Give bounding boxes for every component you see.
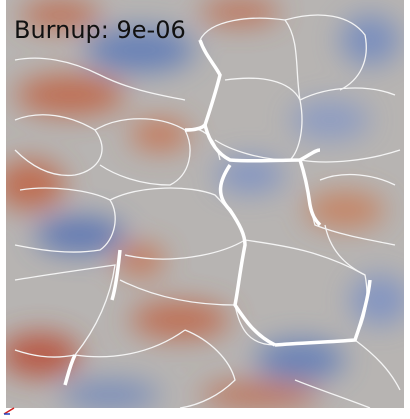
axes-triad [4, 408, 14, 414]
simulation-view: Burnup: 9e-06 [0, 0, 410, 419]
field [0, 0, 410, 409]
burnup-label: Burnup: 9e-06 [14, 16, 186, 44]
